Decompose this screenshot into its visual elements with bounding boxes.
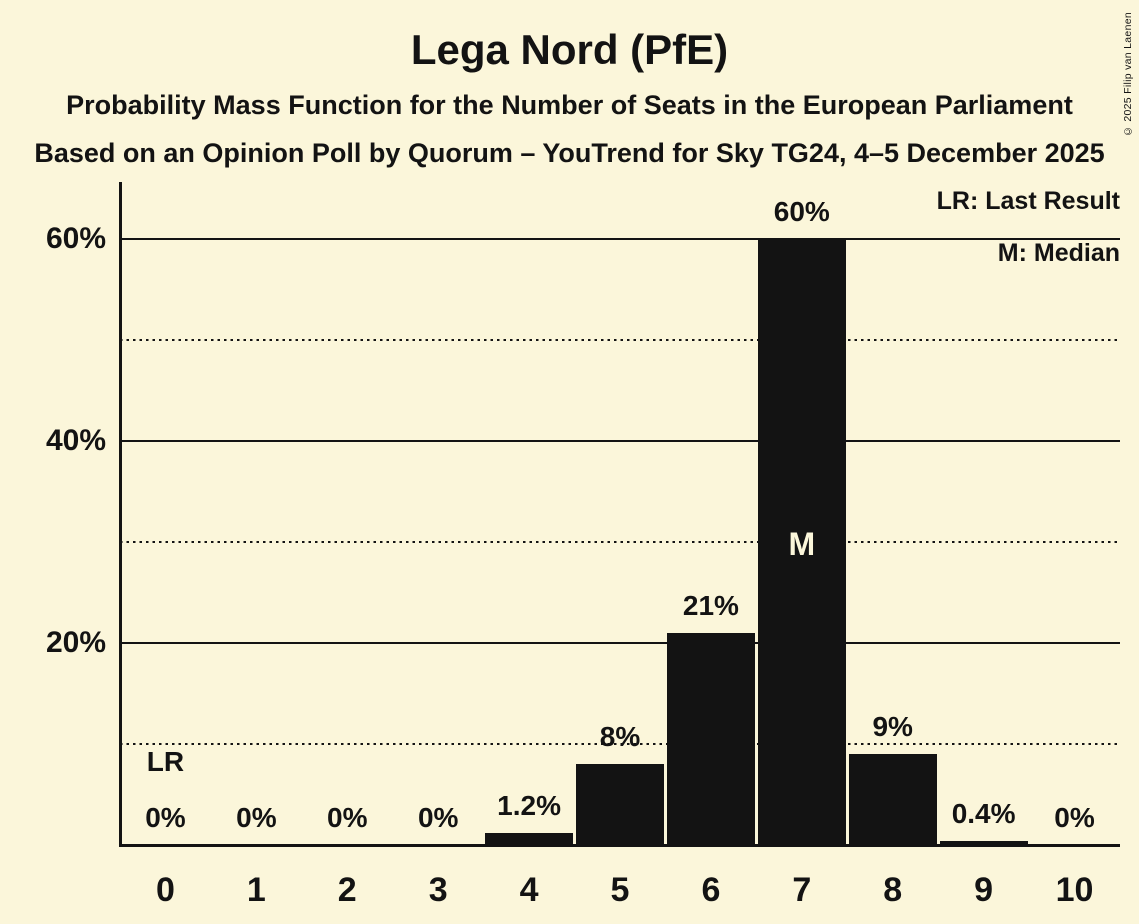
gridline-solid — [120, 642, 1120, 644]
x-tick-label: 5 — [610, 871, 630, 909]
y-tick-label: 20% — [45, 626, 106, 659]
x-tick-label: 1 — [246, 871, 266, 909]
legend-last-result: LR: Last Result — [936, 187, 1120, 215]
bar-value-label: 8% — [599, 721, 641, 752]
bar — [485, 833, 574, 845]
bar — [666, 633, 755, 845]
median-marker: M — [788, 526, 816, 562]
bar-value-label: 1.2% — [497, 790, 561, 821]
bar-value-label: 0% — [1054, 802, 1095, 833]
x-tick-label: 7 — [792, 871, 812, 909]
x-tick-label: 2 — [337, 871, 357, 909]
y-tick-label: 60% — [45, 222, 106, 255]
bar — [848, 754, 937, 845]
bar-value-label: 9% — [872, 711, 913, 742]
x-axis-line — [118, 843, 1120, 847]
gridline-solid — [120, 238, 1120, 240]
x-tick-label: 3 — [428, 871, 448, 909]
chart-subtitle: Probability Mass Function for the Number… — [66, 90, 1073, 120]
y-tick-label: 40% — [45, 424, 106, 457]
bar — [757, 239, 846, 845]
x-tick-label: 4 — [519, 871, 539, 909]
gridline-dotted — [120, 541, 1120, 543]
gridline-dotted — [120, 743, 1120, 745]
chart-source-line: Based on an Opinion Poll by Quorum – You… — [34, 138, 1105, 168]
bar — [576, 764, 664, 845]
legend-median: M: Median — [997, 239, 1120, 267]
gridline-dotted — [120, 339, 1120, 341]
page-title: Lega Nord (PfE) — [410, 26, 729, 73]
bar-value-label: 0% — [145, 802, 186, 833]
y-axis-line — [118, 182, 122, 847]
bar-value-label: 60% — [773, 196, 830, 227]
x-tick-label: 6 — [701, 871, 721, 909]
last-result-marker: LR — [146, 746, 185, 777]
bar-value-label: 0.4% — [951, 798, 1016, 829]
x-tick-label: 9 — [974, 871, 994, 909]
gridline-solid — [120, 440, 1120, 442]
bar-value-label: 0% — [327, 802, 368, 833]
x-tick-label: 0 — [155, 871, 175, 909]
bar-value-label: 21% — [682, 590, 739, 621]
bar-value-label: 0% — [236, 802, 277, 833]
x-tick-label: 10 — [1055, 871, 1094, 909]
bar — [939, 841, 1028, 845]
bar-value-label: 0% — [417, 802, 459, 833]
x-tick-label: 8 — [883, 871, 903, 909]
